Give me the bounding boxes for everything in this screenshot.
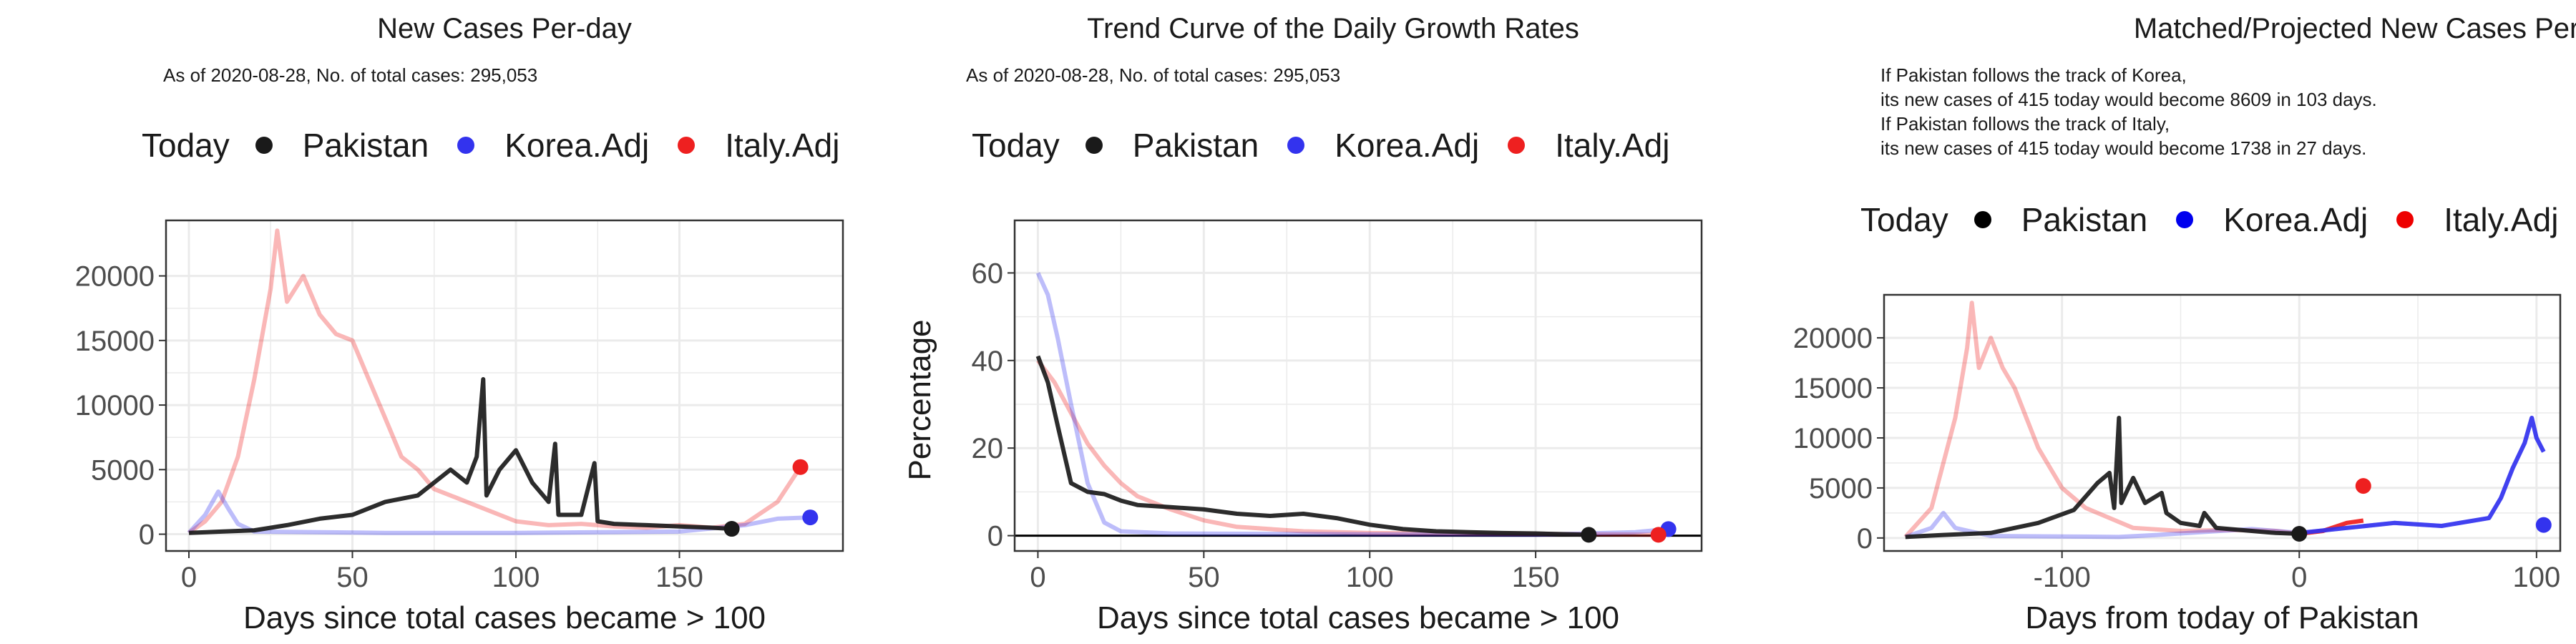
legend-dot-icon	[1085, 137, 1103, 154]
chart-title: New Cases Per-day	[377, 13, 632, 44]
y-tick-label: 0	[1857, 523, 1873, 555]
y-tick-label: 15000	[1793, 373, 1873, 404]
legend-dot-icon	[1508, 137, 1526, 154]
legend-title: Today	[1860, 201, 1948, 238]
legend-label: Italy.Adj	[1555, 127, 1670, 164]
x-tick-label: 0	[1030, 562, 1045, 593]
x-axis-label: Days since total cases became > 100	[243, 600, 766, 635]
x-tick-label: 0	[2291, 562, 2307, 593]
chart-title: Trend Curve of the Daily Growth Rates	[1087, 13, 1579, 44]
today-point-italy-adj	[1650, 527, 1667, 543]
today-point-pakistan	[723, 521, 740, 537]
legend-item-italy: Italy.Adj	[2396, 200, 2558, 239]
y-tick-label: 15000	[75, 326, 155, 357]
y-tick-label: 40	[972, 346, 1004, 377]
today-point-korea-adj	[802, 509, 819, 526]
today-point-pakistan	[1581, 527, 1597, 543]
chart-subtitle: As of 2020-08-28, No. of total cases: 29…	[966, 64, 1341, 86]
y-tick-label: 5000	[1809, 473, 1873, 504]
y-tick-label: 60	[972, 258, 1004, 289]
today-point-italy-adj	[792, 459, 809, 475]
x-tick-label: 150	[655, 562, 703, 593]
x-tick-label: 0	[181, 562, 197, 593]
plot-area: 0 5000 10000 15000 20000 0 50 100 150 Days since …	[75, 219, 844, 635]
chart-subtitle: As of 2020-08-28, No. of total cases: 29…	[163, 64, 538, 86]
legend: Today Pakistan Korea.Adj Italy.Adj	[142, 126, 868, 165]
legend-item-pakistan: Pakistan	[1974, 200, 2147, 239]
y-tick-label: 10000	[75, 390, 155, 421]
y-tick-label: 20000	[1793, 323, 1873, 354]
today-point-korea-adj	[2535, 517, 2552, 533]
legend-dot-icon	[1287, 137, 1305, 154]
legend-label: Italy.Adj	[2444, 201, 2559, 238]
legend-title: Today	[142, 127, 230, 164]
legend-item-korea: Korea.Adj	[457, 126, 649, 165]
y-tick-label: 0	[987, 521, 1003, 552]
legend-item-italy: Italy.Adj	[1508, 126, 1669, 165]
y-tick-label: 10000	[1793, 423, 1873, 454]
today-point-italy-adj	[2355, 478, 2371, 494]
today-point-pakistan	[2291, 526, 2308, 542]
chart-title: Matched/Projected New Cases Per-day	[2133, 13, 2576, 44]
x-tick-label: 50	[1188, 562, 1220, 593]
x-tick-label: 100	[2512, 562, 2560, 593]
chart-panel-new-cases: New Cases Per-day As of 2020-08-28, No. …	[0, 0, 859, 644]
chart-panel-growth-rates: Trend Curve of the Daily Growth Rates As…	[859, 0, 1717, 644]
projected-line-korea-adj	[2298, 416, 2546, 535]
y-tick-label: 5000	[91, 454, 155, 486]
legend-dot-icon	[255, 137, 273, 154]
legend-label: Italy.Adj	[725, 127, 840, 164]
legend-item-italy: Italy.Adj	[678, 126, 839, 165]
legend-label: Korea.Adj	[2223, 201, 2368, 238]
plot-border	[1883, 293, 2562, 552]
legend-item-pakistan: Pakistan	[255, 126, 429, 165]
y-tick-label: 20000	[75, 261, 155, 293]
x-tick-label: 100	[1346, 562, 1394, 593]
legend-item-pakistan: Pakistan	[1085, 126, 1259, 165]
legend-item-korea: Korea.Adj	[2176, 200, 2368, 239]
legend-label: Pakistan	[2021, 201, 2148, 238]
legend-dot-icon	[2396, 211, 2414, 228]
legend-label: Pakistan	[1132, 127, 1259, 164]
x-axis-label: Days since total cases became > 100	[1097, 600, 1619, 635]
x-tick-label: 100	[492, 562, 540, 593]
x-tick-label: 50	[336, 562, 369, 593]
legend-title: Today	[972, 127, 1060, 164]
legend-dot-icon	[1974, 211, 1991, 228]
legend-label: Pakistan	[302, 127, 429, 164]
series-line-pakistan	[1905, 416, 2300, 540]
series-line-pakistan	[188, 377, 732, 535]
plot-area: 0 5000 10000 15000 20000 -100 0 100 Days from to…	[1793, 293, 2562, 635]
legend-label: Korea.Adj	[1335, 127, 1480, 164]
plot-border	[1013, 219, 1703, 552]
x-tick-label: -100	[2034, 562, 2091, 593]
series-line-korea-adj	[187, 489, 811, 535]
legend-item-korea: Korea.Adj	[1287, 126, 1479, 165]
series-line-pakistan	[1035, 355, 1589, 537]
plot-area: 0 20 40 60 0 50 100 150 Days since total cases b…	[902, 219, 1703, 635]
chart-panel-projected: Matched/Projected New Cases Per-day If P…	[1717, 0, 2576, 644]
legend-label: Korea.Adj	[504, 127, 650, 164]
series-line-italy-adj	[1036, 358, 1659, 537]
legend-dot-icon	[457, 137, 475, 154]
series-line-korea-adj	[1904, 416, 2546, 540]
legend-dot-icon	[2176, 211, 2194, 228]
chart-subtitle: If Pakistan follows the track of Korea, …	[1880, 64, 2377, 159]
plot-border	[165, 219, 844, 552]
legend: Today Pakistan Korea.Adj Italy.Adj	[972, 126, 1698, 165]
y-axis-label: Percentage	[902, 319, 937, 480]
x-tick-label: 150	[1512, 562, 1560, 593]
y-tick-label: 0	[139, 519, 155, 551]
x-axis-label: Days from today of Pakistan	[2025, 600, 2419, 635]
legend-dot-icon	[678, 137, 696, 154]
y-tick-label: 20	[972, 433, 1004, 464]
legend: Today Pakistan Korea.Adj Italy.Adj	[1860, 200, 2576, 239]
